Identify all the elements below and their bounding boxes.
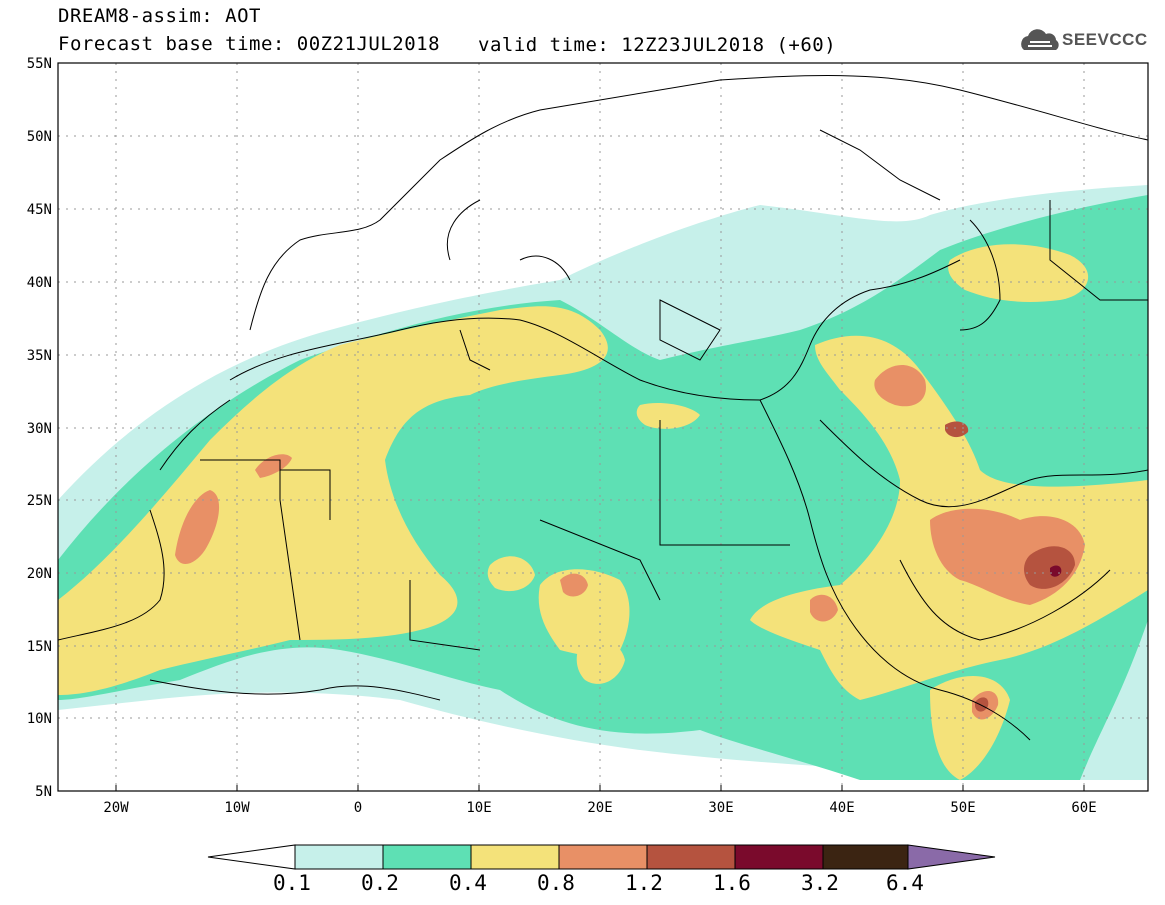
colorbar-low-arrow <box>207 844 296 870</box>
colorbar-label: 1.6 <box>713 871 751 895</box>
lon-label: 10W <box>224 800 250 816</box>
lat-label: 30N <box>27 421 52 437</box>
lon-label: 0 <box>354 800 362 816</box>
colorbar-segment <box>470 844 560 870</box>
colorbar-segment <box>646 844 736 870</box>
coastlines <box>58 75 1148 741</box>
aot-band-1.2-oman <box>1024 546 1075 589</box>
colorbar-label: 0.1 <box>273 871 311 895</box>
forecast-base-time: Forecast base time: 00Z21JUL2018 <box>58 33 441 55</box>
axis-ticks <box>115 785 1085 791</box>
lon-label: 20E <box>587 800 612 816</box>
logo-text: SEEVCCC <box>1062 30 1148 49</box>
aot-band-0.8-chad <box>560 573 588 597</box>
aot-band-0.4-sudan <box>576 640 625 684</box>
lat-label: 10N <box>27 711 52 727</box>
aot-band-0.8-mauritania <box>175 490 220 565</box>
colorbar-label: 3.2 <box>801 871 839 895</box>
map-title: DREAM8-assim: AOT <box>58 5 261 27</box>
colorbar-label: 0.8 <box>537 871 575 895</box>
colorbar-label: 0.4 <box>449 871 487 895</box>
lon-label: 50E <box>950 800 975 816</box>
grid-lines <box>58 63 1148 791</box>
colorbar <box>207 844 996 870</box>
lat-label: 20N <box>27 566 52 582</box>
aot-band-0.8-iraq <box>874 365 926 407</box>
lon-label: 20W <box>103 800 129 816</box>
colorbar-segment <box>734 844 824 870</box>
aot-band-1.6-oman <box>1050 565 1062 577</box>
aot-band-0.4-west <box>58 306 608 695</box>
aot-band-0.4-tunisia <box>460 308 591 365</box>
lat-label: 50N <box>27 129 52 145</box>
colorbar-label: 6.4 <box>886 871 924 895</box>
colorbar-label: 1.2 <box>625 871 663 895</box>
lat-label: 25N <box>27 493 52 509</box>
aot-band-0.4-niger <box>487 556 535 592</box>
colorbar-segment <box>822 844 909 870</box>
colorbar-label: 0.2 <box>361 871 399 895</box>
lon-label: 30E <box>708 800 733 816</box>
aot-band-1.2-kuwait <box>945 421 969 438</box>
lon-label: 40E <box>829 800 854 816</box>
colorbar-high-arrow <box>907 844 996 870</box>
lat-label: 55N <box>27 56 52 72</box>
lon-label: 10E <box>466 800 491 816</box>
lon-label: 60E <box>1071 800 1096 816</box>
lon-labels: 20W 10W 0 10E 20E 30E 40E 50E 60E <box>103 800 1096 816</box>
aot-band-0.8-sahara <box>255 454 292 478</box>
lat-label: 35N <box>27 348 52 364</box>
aot-band-0.4-caspian <box>948 244 1089 302</box>
colorbar-segment <box>294 844 384 870</box>
colorbar-segment <box>382 844 472 870</box>
aot-band-0.8-eritrea <box>810 594 838 622</box>
valid-time: valid time: 12Z23JUL2018 (+60) <box>478 34 837 56</box>
aot-fields <box>58 185 1148 780</box>
cloud-logo-icon <box>1021 29 1059 50</box>
aot-band-1.2-somalia <box>975 697 989 712</box>
lat-label: 5N <box>35 784 52 800</box>
aot-band-0.4-libya <box>636 403 700 429</box>
map-frame <box>57 62 1149 792</box>
lat-labels: 55N 50N 45N 40N 35N 30N 25N 20N 15N 10N … <box>27 56 52 800</box>
lat-label: 40N <box>27 275 52 291</box>
lat-label: 45N <box>27 202 52 218</box>
aot-band-0.4-chad <box>538 569 630 656</box>
lat-label: 15N <box>27 639 52 655</box>
colorbar-segment <box>558 844 648 870</box>
